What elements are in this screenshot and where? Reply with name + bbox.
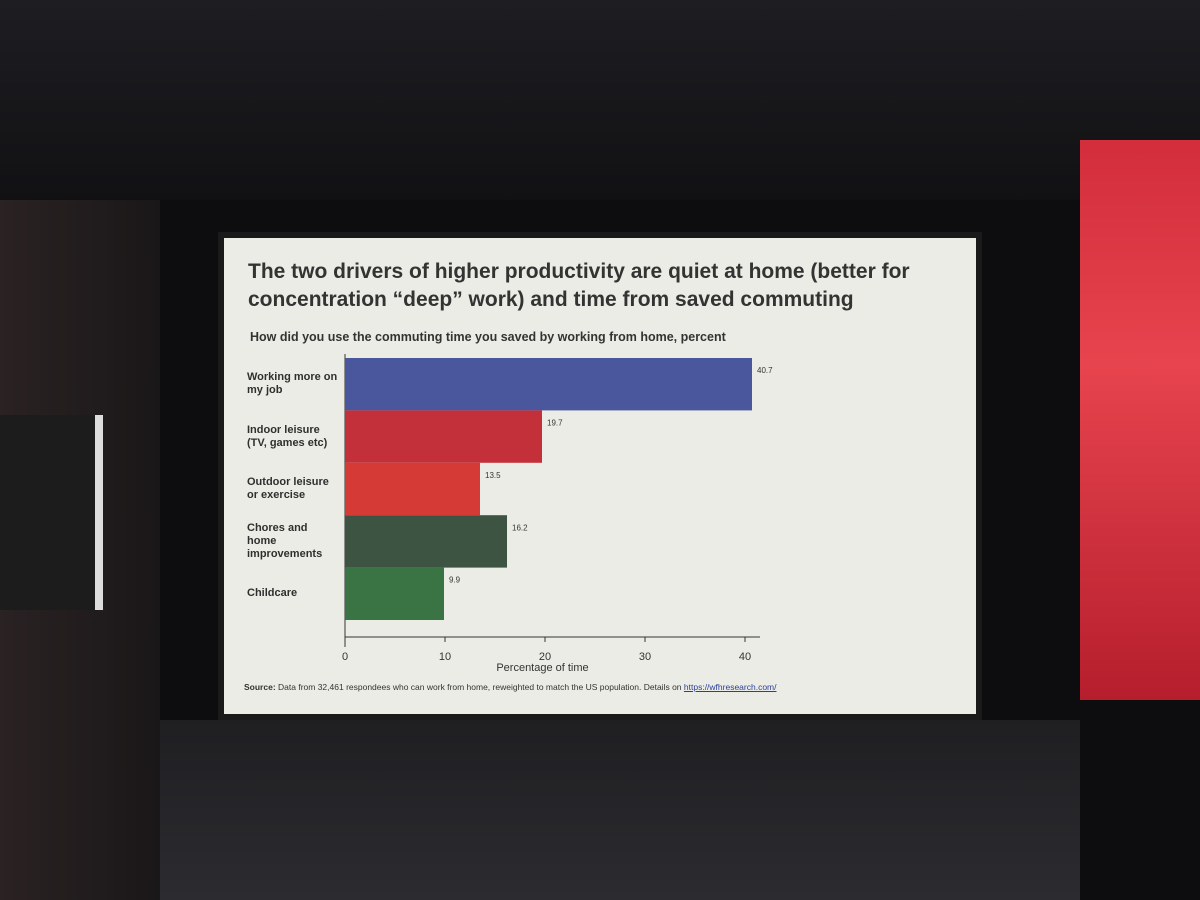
red-lights xyxy=(1080,140,1200,700)
bar xyxy=(345,462,480,516)
x-tick-label: 40 xyxy=(739,651,751,663)
source-note: Source: Data from 32,461 respondees who … xyxy=(244,682,777,692)
value-label: 9.9 xyxy=(449,576,461,585)
category-label: Childcare xyxy=(247,587,298,600)
value-label: 13.5 xyxy=(485,471,501,480)
chart-title: The two drivers of higher productivity a… xyxy=(248,260,910,311)
value-label: 19.7 xyxy=(547,419,563,428)
value-label: 16.2 xyxy=(512,523,528,532)
x-tick-label: 20 xyxy=(539,651,551,663)
chart-subtitle: How did you use the commuting time you s… xyxy=(250,330,726,344)
x-tick-label: 30 xyxy=(639,651,651,663)
bar xyxy=(345,410,542,463)
bar xyxy=(345,358,752,411)
source-label: Source: xyxy=(244,682,276,692)
stage xyxy=(160,720,1080,900)
x-axis-label: Percentage of time xyxy=(496,662,588,674)
value-label: 40.7 xyxy=(757,366,773,375)
category-label: Outdoor leisure or exercise xyxy=(247,476,329,501)
source-text: Data from 32,461 respondees who can work… xyxy=(278,682,682,692)
category-label: Chores and home improvements xyxy=(247,521,323,560)
category-label: Working more on my job xyxy=(247,371,338,397)
ceiling xyxy=(0,0,1200,200)
bar xyxy=(345,515,507,568)
category-label: Indoor leisure (TV, games etc) xyxy=(247,423,328,449)
source-link[interactable]: https://wfhresearch.com/ xyxy=(683,682,777,692)
x-tick-label: 10 xyxy=(439,651,451,663)
x-tick-label: 0 xyxy=(342,651,348,663)
bar xyxy=(345,567,444,620)
speaker xyxy=(0,415,103,610)
